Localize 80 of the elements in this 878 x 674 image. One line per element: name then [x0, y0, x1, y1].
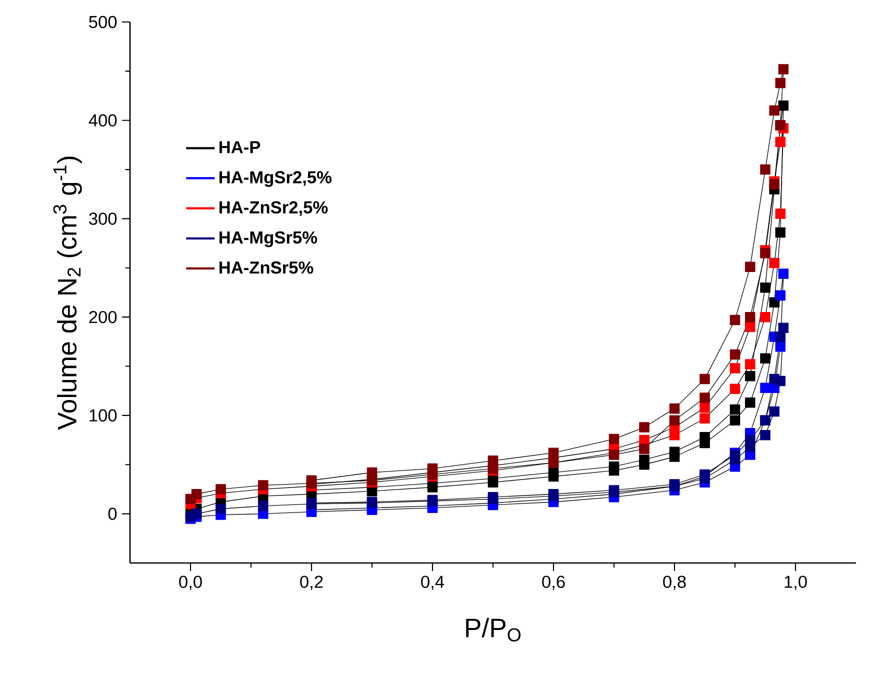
x-tick-label: 0,0	[179, 576, 202, 590]
point	[760, 312, 770, 322]
x-tick-label: 0,6	[542, 576, 565, 590]
point	[548, 467, 559, 478]
point	[730, 363, 740, 374]
point	[775, 227, 786, 238]
point	[608, 434, 620, 444]
legend-label: HA-ZnSr2,5%	[220, 201, 328, 216]
point	[775, 332, 786, 342]
point	[669, 403, 680, 414]
point	[744, 434, 756, 446]
y-tick-label: 300	[89, 212, 117, 225]
point	[700, 413, 710, 424]
point	[548, 448, 559, 458]
point	[760, 353, 770, 364]
point	[258, 480, 268, 490]
point	[700, 402, 710, 413]
point	[769, 406, 780, 417]
point	[730, 404, 740, 415]
point	[669, 446, 680, 457]
x-tick-label: 1,0	[784, 576, 807, 590]
point	[488, 456, 498, 466]
point	[730, 384, 740, 394]
point	[730, 415, 740, 426]
point	[730, 314, 740, 326]
point	[700, 432, 710, 442]
x-axis-title: P/P$_{O}$	[466, 618, 521, 642]
point	[775, 136, 786, 148]
point	[769, 258, 780, 268]
point	[639, 434, 650, 446]
point	[639, 422, 650, 432]
point	[366, 467, 378, 478]
point	[760, 164, 770, 175]
point	[769, 179, 780, 190]
x-tick-label: 0,2	[300, 576, 323, 590]
point	[216, 484, 226, 494]
point	[775, 341, 786, 352]
point	[775, 290, 786, 301]
legend-label: HA-ZnSr5%	[220, 261, 314, 274]
point	[744, 359, 756, 370]
point	[769, 374, 780, 384]
point	[427, 463, 438, 474]
point	[778, 64, 789, 74]
y-axis-title: Volume de N$_{2}$ (cm$^{3}$ g$^{-1}$)	[53, 156, 82, 430]
point	[744, 322, 756, 332]
point	[744, 262, 756, 272]
x-tick-label: 0,8	[663, 576, 686, 590]
point	[744, 312, 756, 322]
point	[216, 504, 226, 514]
point	[775, 78, 786, 88]
point	[730, 349, 740, 360]
point	[639, 454, 650, 465]
point	[744, 370, 756, 382]
y-tick-label: 500	[89, 16, 117, 28]
point	[306, 475, 317, 486]
point	[744, 398, 756, 408]
legend-label: HA-P	[220, 141, 260, 154]
y-tick-label: 100	[90, 409, 117, 422]
point	[191, 489, 202, 500]
y-tick-label: 200	[89, 310, 117, 324]
point	[191, 508, 202, 519]
point	[760, 430, 770, 440]
point	[700, 392, 710, 403]
point	[778, 268, 789, 279]
point	[639, 444, 650, 454]
point	[669, 415, 680, 426]
x-tick-label: 0,4	[421, 576, 444, 590]
legend-label: HA-MgSr5%	[220, 231, 318, 248]
point	[760, 282, 770, 293]
point	[760, 382, 770, 394]
point	[775, 208, 786, 219]
point	[769, 105, 780, 116]
point	[778, 100, 789, 111]
point	[608, 461, 620, 472]
legend-label: HA-MgSr2,5%	[220, 171, 332, 187]
point	[700, 374, 710, 384]
y-tick-label: 0	[108, 508, 117, 520]
y-tick-label: 400	[88, 114, 117, 126]
point	[760, 248, 770, 258]
point	[258, 500, 268, 512]
